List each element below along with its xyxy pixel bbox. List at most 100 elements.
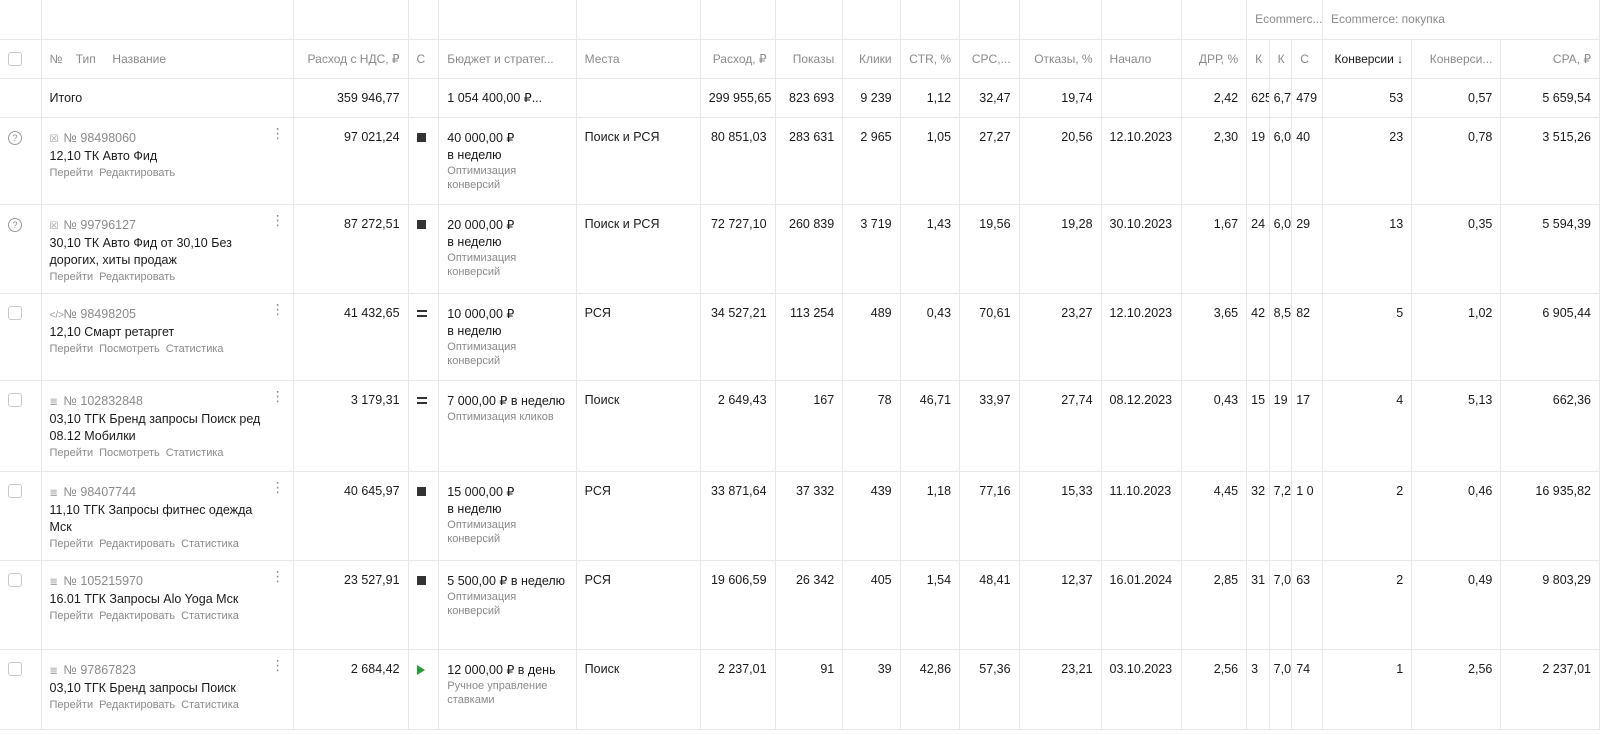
row-checkbox[interactable] xyxy=(8,306,22,321)
campaign-link[interactable]: Редактировать xyxy=(99,698,176,711)
campaign-id[interactable]: № 105215970 xyxy=(63,573,143,588)
col-budget[interactable]: Бюджет и стратег... xyxy=(438,39,577,79)
campaign-id[interactable]: № 97867823 xyxy=(63,662,137,677)
row-checkbox[interactable] xyxy=(8,662,22,677)
campaign-id[interactable]: № 98498205 xyxy=(63,306,137,321)
row-checkbox[interactable] xyxy=(8,484,22,499)
places-cell: РСЯ xyxy=(576,560,701,650)
campaign-link[interactable]: Посмотреть xyxy=(99,446,160,459)
cpa-cell: 6 905,44 xyxy=(1500,293,1600,381)
more-actions-icon[interactable]: ⋮ xyxy=(270,124,285,141)
campaign-link[interactable]: Перейти xyxy=(49,537,94,550)
campaign-link[interactable]: Статистика xyxy=(165,446,224,459)
more-actions-icon[interactable]: ⋮ xyxy=(270,478,285,495)
total-ctr: 1,12 xyxy=(900,78,961,118)
group-header-ecommerce-purchase: Ecommerce: покупка xyxy=(1322,0,1600,40)
campaign-name[interactable]: 03,10 ТГК Бренд запросы Поиск ред 08.12 … xyxy=(49,411,261,443)
budget-cell[interactable]: 5 500,00 ₽ в неделю Оптимизация конверсий xyxy=(438,560,577,650)
more-actions-icon[interactable]: ⋮ xyxy=(270,656,285,673)
row-lead-cell[interactable] xyxy=(0,649,42,730)
col-clicks[interactable]: Клики xyxy=(842,39,901,79)
campaign-link[interactable]: Редактировать xyxy=(99,537,176,550)
ctr-cell: 0,43 xyxy=(900,293,961,381)
help-icon[interactable]: ? xyxy=(8,217,22,232)
col-conv-rate[interactable]: Конверси... xyxy=(1411,39,1502,79)
header-num-type-name[interactable]: № Тип Название xyxy=(41,39,294,79)
campaign-link[interactable]: Статистика xyxy=(181,698,239,711)
budget-cell[interactable]: 40 000,00 ₽ в неделю Оптимизация конверсий xyxy=(438,117,577,205)
campaign-link[interactable]: Статистика xyxy=(165,342,224,355)
col-status[interactable]: С xyxy=(408,39,440,79)
col-spend[interactable]: Расход, ₽ xyxy=(700,39,776,79)
select-all-cell[interactable] xyxy=(0,39,42,79)
campaign-link[interactable]: Редактировать xyxy=(99,166,176,179)
budget-cell[interactable]: 10 000,00 ₽ в неделю Оптимизация конверсий xyxy=(438,293,577,381)
budget-cell[interactable]: 15 000,00 ₽ в неделю Оптимизация конверсий xyxy=(438,471,577,561)
clicks-cell: 489 xyxy=(842,293,901,381)
col-impressions[interactable]: Показы xyxy=(775,39,844,79)
campaign-name[interactable]: 12,10 ТК Авто Фид xyxy=(49,148,158,163)
campaign-link[interactable]: Перейти xyxy=(49,270,94,283)
more-actions-icon[interactable]: ⋮ xyxy=(270,567,285,584)
row-lead-cell[interactable] xyxy=(0,380,42,472)
campaign-link[interactable]: Перейти xyxy=(49,698,94,711)
campaign-name[interactable]: 11,10 ТГК Запросы фитнес одежда Мск xyxy=(49,502,253,534)
col-drr[interactable]: ДРР, % xyxy=(1181,39,1248,79)
col-places[interactable]: Места xyxy=(576,39,701,79)
col-cpa[interactable]: CPA, ₽ xyxy=(1500,39,1600,79)
total-drr: 2,42 xyxy=(1181,78,1248,118)
row-lead-cell[interactable]: ? xyxy=(0,117,42,205)
col-spend-vat[interactable]: Расход с НДС, ₽ xyxy=(293,39,409,79)
more-actions-icon[interactable]: ⋮ xyxy=(270,387,285,404)
select-all-checkbox[interactable] xyxy=(8,51,22,66)
col-type[interactable]: Тип xyxy=(75,51,96,66)
col-ctr[interactable]: CTR, % xyxy=(900,39,961,79)
col-bounces[interactable]: Отказы, % xyxy=(1019,39,1102,79)
campaign-link[interactable]: Редактировать xyxy=(99,270,176,283)
row-checkbox[interactable] xyxy=(8,573,22,588)
campaign-link[interactable]: Статистика xyxy=(181,537,239,550)
campaign-name[interactable]: 12,10 Смарт ретаргет xyxy=(49,324,175,339)
budget-cell[interactable]: 12 000,00 ₽ в день Ручное управление став… xyxy=(438,649,577,730)
campaign-name[interactable]: 03,10 ТГК Бренд запросы Поиск xyxy=(49,680,236,695)
campaign-id[interactable]: № 99796127 xyxy=(63,217,137,232)
col-ec3[interactable]: С xyxy=(1291,39,1323,79)
row-lead-cell[interactable] xyxy=(0,293,42,381)
campaign-name[interactable]: 16.01 ТГК Запросы Alo Yoga Мск xyxy=(49,591,239,606)
row-lead-cell[interactable] xyxy=(0,560,42,650)
campaign-id[interactable]: № 98498060 xyxy=(63,130,137,145)
cpc-cell: 70,61 xyxy=(959,293,1020,381)
col-name[interactable]: Название xyxy=(112,51,167,66)
campaign-link[interactable]: Перейти xyxy=(49,446,94,459)
col-ec2[interactable]: К xyxy=(1269,39,1293,79)
campaign-name[interactable]: 30,10 ТК Авто Фид от 30,10 Без дорогих, … xyxy=(49,235,232,267)
col-cpc[interactable]: CPC,... xyxy=(959,39,1020,79)
conversions-cell: 1 xyxy=(1321,649,1413,730)
stop-icon xyxy=(416,132,426,142)
budget-cell[interactable]: 7 000,00 ₽ в неделю Оптимизация кликов xyxy=(438,380,577,472)
total-budget: 1 054 400,00 ₽... xyxy=(438,78,577,118)
row-lead-cell[interactable]: ? xyxy=(0,204,42,294)
help-icon[interactable]: ? xyxy=(8,130,22,145)
campaign-link[interactable]: Перейти xyxy=(49,342,94,355)
col-ec1[interactable]: К xyxy=(1246,39,1270,79)
campaign-id[interactable]: № 98407744 xyxy=(63,484,137,499)
campaign-id[interactable]: № 102832848 xyxy=(63,393,143,408)
col-conversions[interactable]: Конверсии ↓ xyxy=(1321,39,1413,79)
campaign-link[interactable]: Редактировать xyxy=(99,609,176,622)
row-checkbox[interactable] xyxy=(8,393,22,408)
ec3-cell: 1 0 xyxy=(1291,471,1323,561)
more-actions-icon[interactable]: ⋮ xyxy=(270,300,285,317)
total-clicks: 9 239 xyxy=(842,78,901,118)
col-start[interactable]: Начало xyxy=(1101,39,1182,79)
more-actions-icon[interactable]: ⋮ xyxy=(270,211,285,228)
col-num[interactable]: № xyxy=(49,51,63,66)
campaign-link[interactable]: Перейти xyxy=(49,609,94,622)
ec3-cell: 74 xyxy=(1291,649,1323,730)
budget-cell[interactable]: 20 000,00 ₽ в неделю Оптимизация конверсий xyxy=(438,204,577,294)
campaign-link[interactable]: Перейти xyxy=(49,166,94,179)
campaign-link[interactable]: Посмотреть xyxy=(99,342,160,355)
campaign-link[interactable]: Статистика xyxy=(181,609,239,622)
row-lead-cell[interactable] xyxy=(0,471,42,561)
